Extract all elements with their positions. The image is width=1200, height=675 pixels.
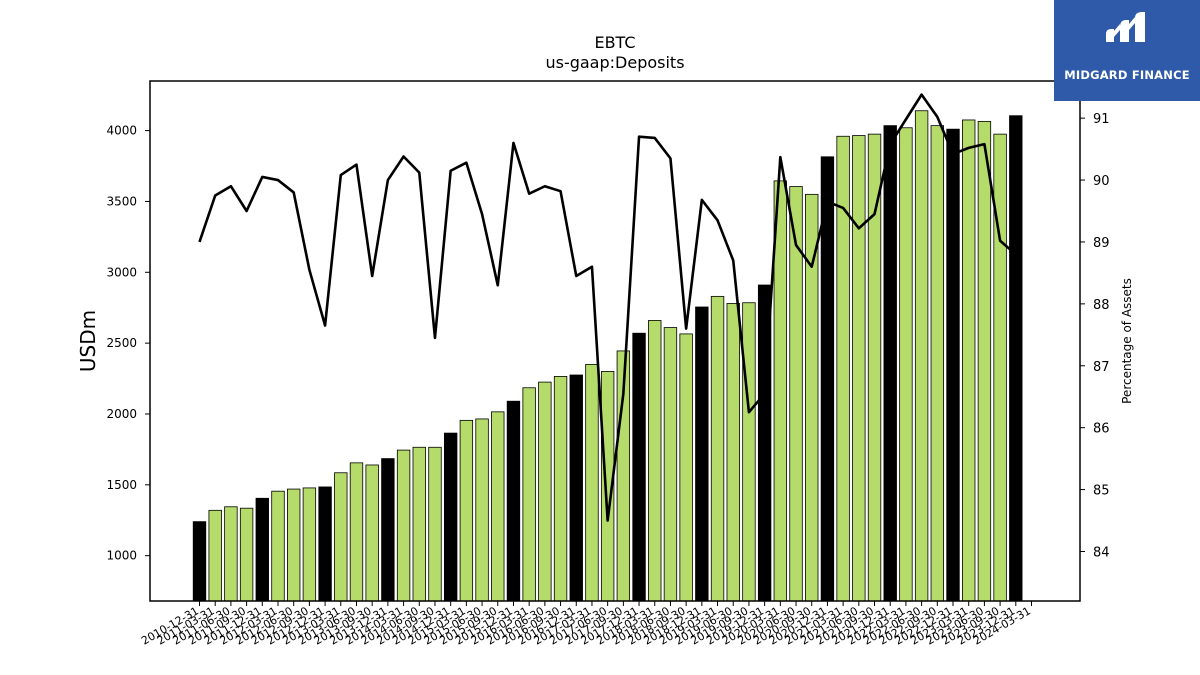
bar-2016-09-30 [553,376,568,602]
y-tick-label: 3500 [106,194,137,208]
bar-2010-12-31 [192,521,207,602]
bar-2016-06-30 [538,381,552,602]
bar-2020-09-30 [805,193,819,602]
bar-2012-06-30 [287,488,301,602]
line-layer [198,93,1017,522]
y2-axis-label: Percentage of Assets [1120,278,1134,404]
bar-2019-03-31 [710,295,725,602]
chart-title: EBTC [594,33,635,52]
bar-2011-09-30 [239,507,254,602]
y-tick-label: 4000 [106,124,137,138]
bar-2014-09-30 [428,446,442,602]
bar-2013-12-31 [381,458,395,602]
bar-2013-06-30 [349,462,364,602]
bar-2020-06-30 [789,186,803,602]
bar-2014-12-31 [443,432,458,602]
x-axis: 2010-12-312011-03-312011-06-302011-09-30… [139,601,1033,648]
bar-2015-03-31 [459,419,474,602]
percentage-line [198,93,1017,522]
bar-2013-09-30 [365,464,379,602]
bar-2018-06-30 [663,327,678,602]
bar-2021-06-30 [852,135,866,602]
bar-2013-03-31 [334,472,348,602]
y-tick-label: 2500 [106,336,137,350]
y2-tick-label: 85 [1093,484,1110,499]
bar-2021-09-30 [867,133,882,602]
bar-2023-12-31 [1009,115,1023,602]
bar-2018-03-31 [648,320,662,602]
bar-2015-06-30 [475,418,489,602]
y-tick-label: 1500 [106,478,137,492]
y2-tick-label: 87 [1093,360,1110,375]
bar-2011-06-30 [224,506,238,602]
plot-frame [149,80,1081,602]
bar-2012-03-31 [271,490,285,602]
bar-2014-03-31 [396,449,411,602]
y-tick-label: 3000 [106,265,137,279]
bar-2022-12-31 [946,128,960,602]
y-axis-right: 84 85 86 87 88 89 90 91 [1080,112,1110,560]
bar-2015-09-30 [491,411,505,602]
bar-2015-12-31 [506,400,521,602]
bar-2022-06-30 [914,110,929,602]
bar-2017-12-31 [632,332,646,602]
chart-subtitle: us-gaap:Deposits [545,53,684,72]
bar-2019-06-30 [726,303,740,602]
bar-2019-09-30 [742,302,756,602]
y-axis-left: 1000 1500 2000 2500 3000 3500 4000 [106,124,150,563]
bar-2014-06-30 [412,446,426,602]
y2-tick-label: 89 [1093,236,1110,251]
bars-layer [192,110,1023,602]
bar-2018-12-31 [695,306,709,602]
bar-2023-06-30 [977,120,992,602]
logo-text: MIDGARD FINANCE [1064,68,1190,82]
y-axis-label: USDm [76,310,100,372]
y2-tick-label: 90 [1093,174,1110,189]
bar-2011-03-31 [208,509,222,602]
y2-tick-label: 91 [1093,112,1110,127]
bar-2017-03-31 [585,363,599,602]
bar-2023-03-31 [962,119,976,602]
bar-2018-09-30 [679,333,693,602]
bar-2011-12-31 [255,497,269,602]
y-tick-label: 2000 [106,407,137,421]
y2-tick-label: 88 [1093,298,1110,313]
bar-2012-12-31 [318,486,332,602]
midgard-finance-logo: MIDGARD FINANCE [1054,0,1200,101]
bar-2022-03-31 [899,127,913,602]
bar-2023-09-30 [993,133,1007,602]
bar-2020-03-31 [773,180,788,602]
bar-2012-09-30 [302,487,317,602]
bar-2016-12-31 [569,374,583,602]
y-tick-label: 1000 [106,549,137,563]
bar-2022-09-30 [930,125,944,602]
y2-tick-label: 86 [1093,422,1110,437]
y2-tick-label: 84 [1093,545,1110,560]
bar-2021-12-31 [883,125,897,602]
midgard-logo-icon [1106,12,1145,42]
bar-2016-03-31 [522,387,536,602]
